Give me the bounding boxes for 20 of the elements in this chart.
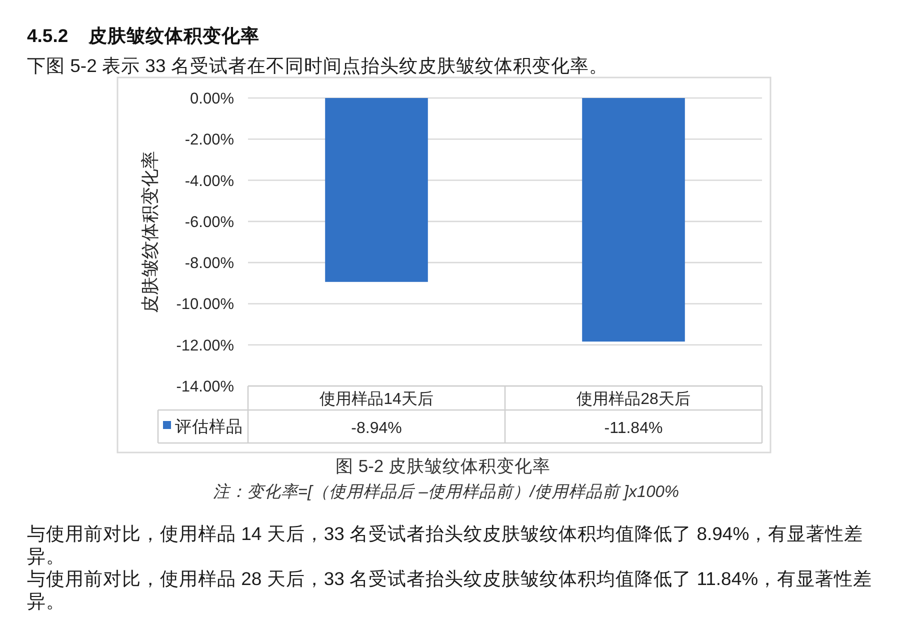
text: 注：变化率=[（使用样品后 –使用样品前）/使用样品前 ]x100% — [212, 483, 680, 501]
legend-label: 评估样品 — [175, 418, 243, 436]
y-tick-label: -10.00% — [176, 296, 234, 314]
y-tick-label: 0.00% — [190, 90, 234, 108]
caption: 图 5-2 皮肤皱纹体积变化率 — [335, 456, 551, 476]
y-tick-label: -2.00% — [184, 132, 234, 149]
y-tick-label: -14.00% — [176, 378, 234, 396]
y-axis-title: 皮肤皱纹体积变化率 — [140, 151, 160, 313]
data-label: -8.94% — [351, 420, 402, 437]
data-label: -11.84% — [604, 420, 663, 437]
text: 与使用前对比，使用样品 14 天后，33 名受试者抬头纹皮肤皱纹体积均值降低了 8.94%，有显著性差异。 — [27, 523, 864, 566]
y-tick-label: -4.00% — [184, 172, 234, 190]
x-tick-label: 使用样品14天后 — [320, 390, 434, 408]
chart-title: 4.5.2 皮肤皱纹体积变化率 — [27, 25, 260, 46]
y-tick-label: -6.00% — [184, 214, 234, 231]
y-tick-label: -8.00% — [184, 255, 234, 272]
y-tick-label: -12.00% — [176, 337, 234, 354]
x-tick-label: 使用样品28天后 — [576, 390, 690, 408]
text: 与使用前对比，使用样品 28 天后，33 名受试者抬头纹皮肤皱纹体积均值降低了 11.84%，有显著性差异。 — [27, 568, 872, 612]
chart-subtitle: 下图 5-2 表示 33 名受试者在不同时间点抬头纹皮肤皱纹体积变化率。 — [27, 55, 608, 76]
